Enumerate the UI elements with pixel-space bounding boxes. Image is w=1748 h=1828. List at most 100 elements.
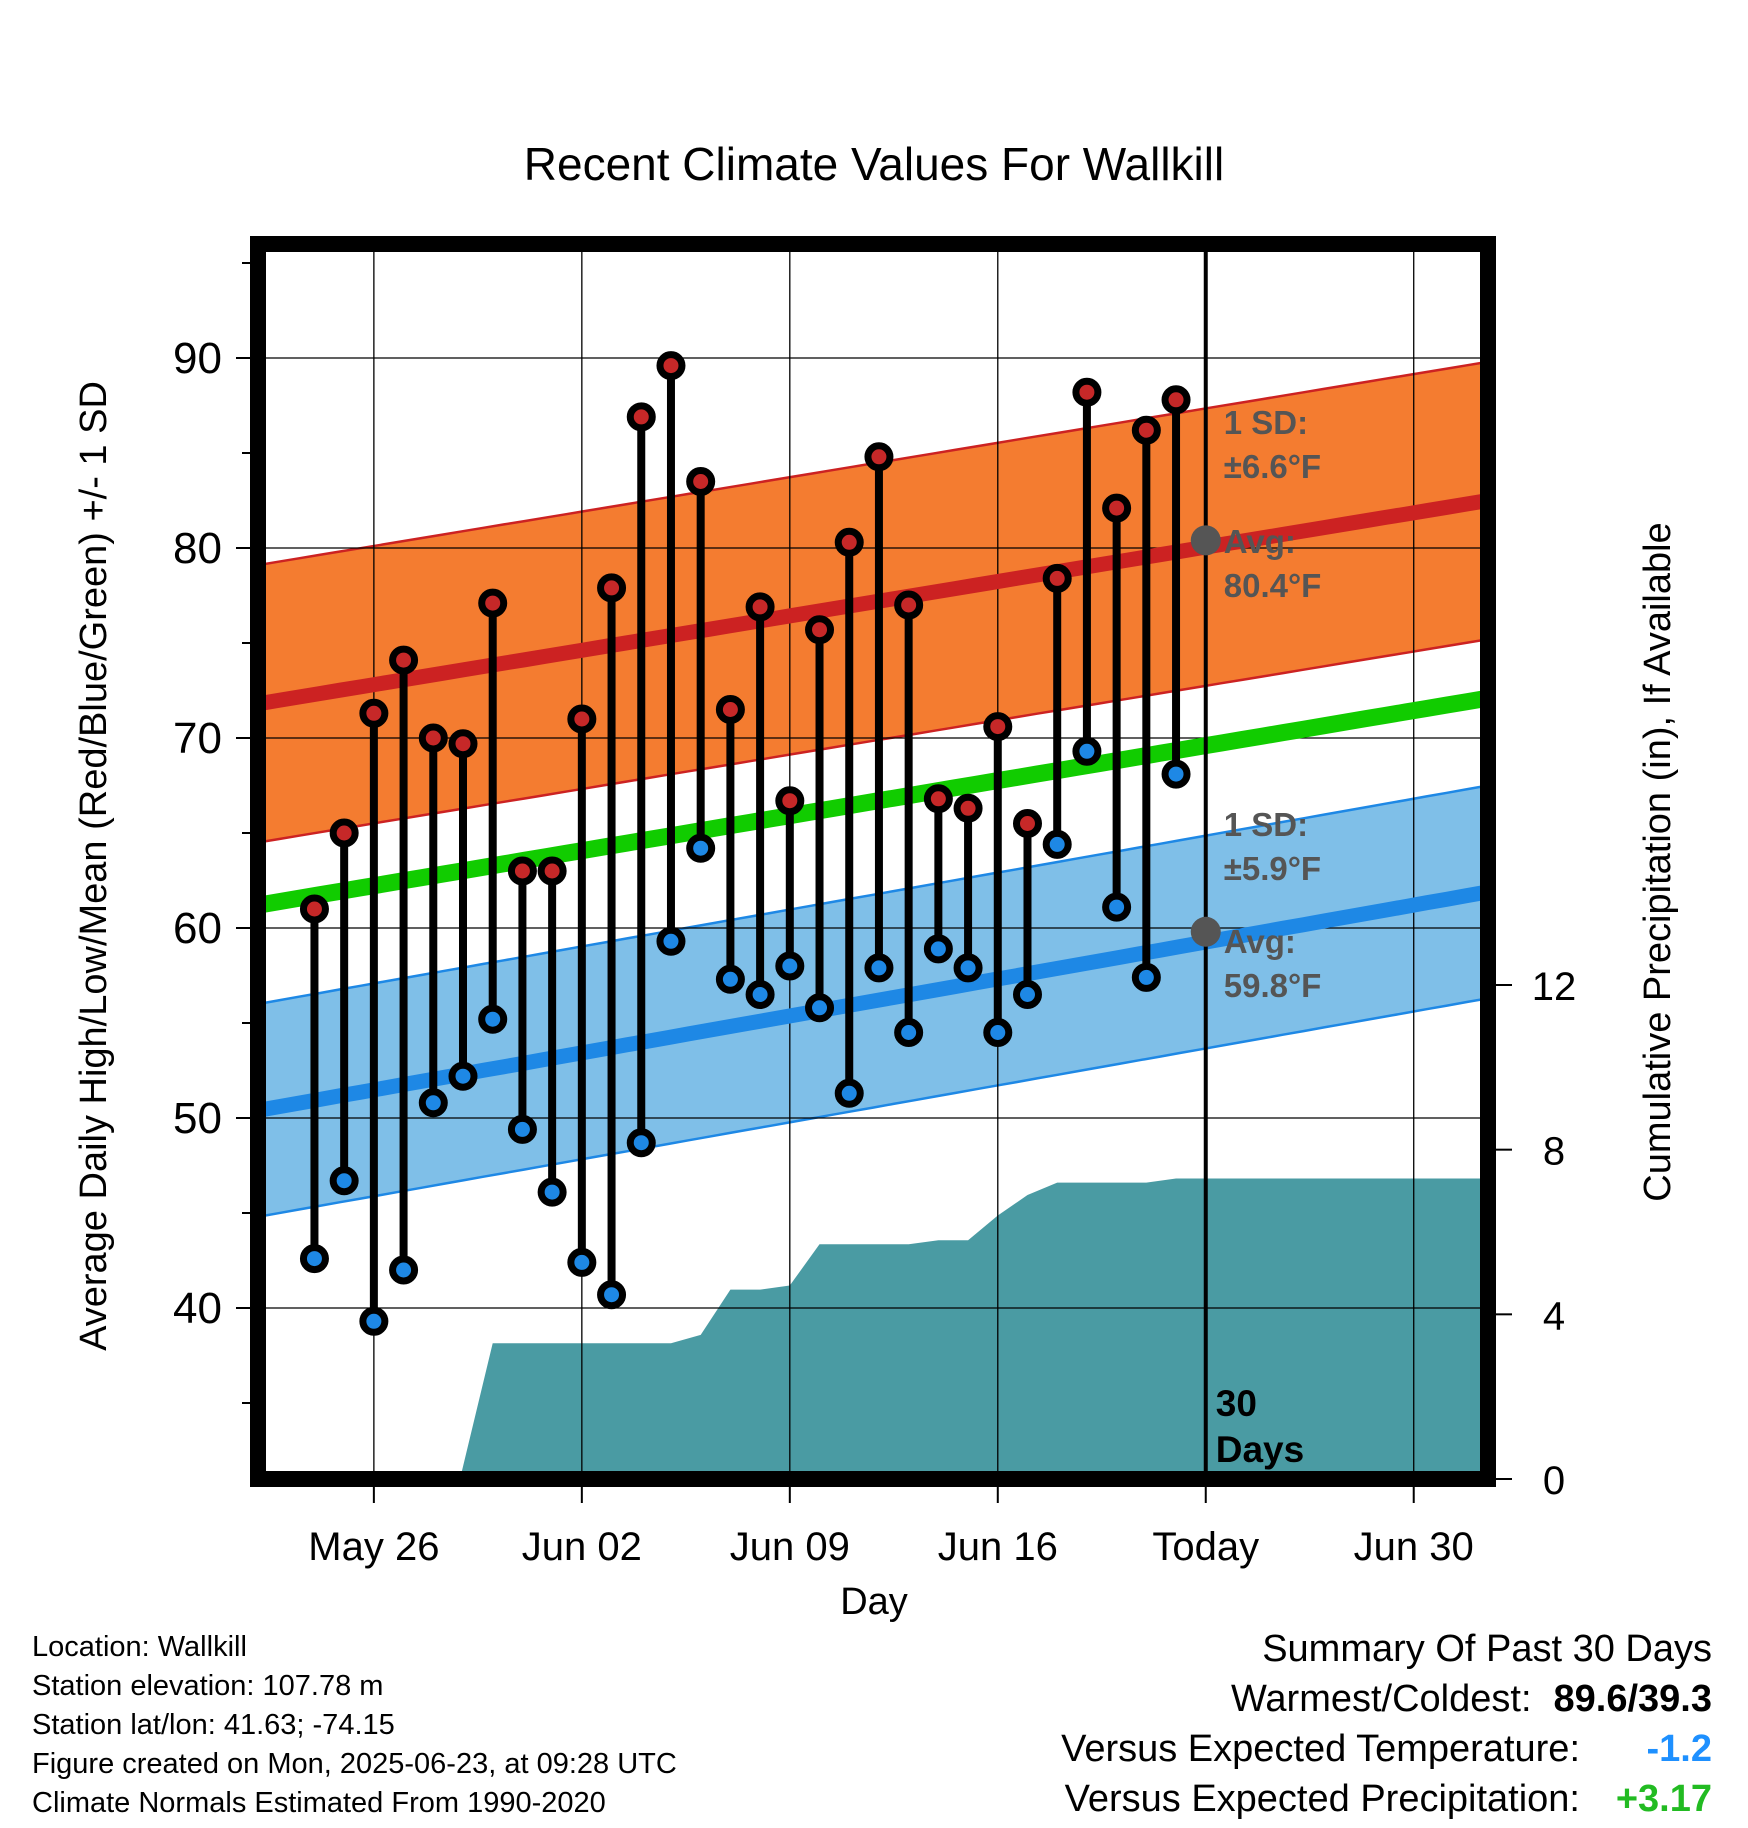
y-tick-label-left: 80 bbox=[173, 524, 222, 573]
y-tick-label-left: 50 bbox=[173, 1094, 222, 1143]
high-point bbox=[1161, 385, 1191, 415]
summary-warm-cold-row: Warmest/Coldest: 89.6/39.3 bbox=[1061, 1674, 1712, 1724]
high-point bbox=[448, 729, 478, 759]
y-tick-label-left: 90 bbox=[173, 334, 222, 383]
station-info: Location: Wallkill Station elevation: 10… bbox=[32, 1628, 677, 1823]
x-tick-label: Jun 30 bbox=[1354, 1525, 1474, 1569]
high-point bbox=[359, 698, 389, 728]
high-point bbox=[329, 818, 359, 848]
high-point bbox=[418, 723, 448, 753]
high-point bbox=[864, 442, 894, 472]
x-tick-label: Today bbox=[1152, 1525, 1259, 1569]
elevation-text: Station elevation: 107.78 m bbox=[32, 1670, 384, 1702]
low-point bbox=[745, 980, 775, 1009]
summary-heading: Summary Of Past 30 Days bbox=[1262, 1628, 1712, 1670]
y-tick-label-right: 12 bbox=[1532, 965, 1577, 1009]
high-point bbox=[478, 588, 508, 618]
low-point bbox=[1161, 759, 1191, 789]
precipitation-area bbox=[460, 1178, 1488, 1479]
created-text: Figure created on Mon, 2025-06-23, at 09… bbox=[32, 1748, 677, 1780]
low-point bbox=[478, 1004, 508, 1034]
temp-anomaly-value: -1.2 bbox=[1646, 1728, 1712, 1770]
x-axis-label: Day bbox=[840, 1581, 908, 1623]
low-point bbox=[1131, 962, 1161, 992]
y-tick-label-left: 40 bbox=[173, 1284, 222, 1333]
low-point bbox=[894, 1018, 924, 1047]
high-avg-marker bbox=[1190, 525, 1221, 556]
y-tick-label-right: 0 bbox=[1543, 1459, 1565, 1503]
summary-panel: Summary Of Past 30 Days Warmest/Coldest:… bbox=[1061, 1624, 1712, 1824]
summary-temp-row: Versus Expected Temperature: -1.2 bbox=[1061, 1724, 1712, 1774]
precip-anomaly-label: Versus Expected Precipitation: bbox=[1064, 1778, 1580, 1820]
low-point bbox=[299, 1244, 329, 1274]
plot-frame bbox=[250, 236, 1496, 1487]
low-point bbox=[953, 953, 983, 983]
high-point bbox=[715, 695, 745, 724]
days-window-label: Days bbox=[1216, 1429, 1304, 1470]
high-point bbox=[1131, 415, 1161, 445]
location-text: Location: Wallkill bbox=[32, 1631, 247, 1663]
low-point bbox=[626, 1128, 656, 1158]
precip-anomaly-value: +3.17 bbox=[1615, 1778, 1712, 1820]
low-point bbox=[537, 1177, 567, 1207]
chart-title: Recent Climate Values For Wallkill bbox=[524, 138, 1224, 190]
climate-chart: Recent Climate Values For Wallkill 1 SD:… bbox=[73, 138, 1679, 1623]
plot-area: 1 SD: ±6.6°F Avg: 80.4°F 1 SD: ±5.9°F Avg: 59.8… bbox=[258, 244, 1488, 1479]
high-point bbox=[597, 573, 627, 603]
axes: 40 50 60 70 80 90 0 4 8 12 May 26 Jun 02 Jun 09 Jun 1… bbox=[173, 236, 1577, 1569]
temp-anomaly-label: Versus Expected Temperature: bbox=[1061, 1728, 1580, 1770]
high-point bbox=[953, 793, 983, 823]
y-tick-label-left: 70 bbox=[173, 714, 222, 763]
high-point bbox=[1072, 377, 1102, 407]
low-point bbox=[507, 1114, 537, 1144]
low-point bbox=[1102, 892, 1132, 922]
x-tick-label: Jun 16 bbox=[938, 1525, 1058, 1569]
high-point bbox=[745, 592, 775, 622]
high-point bbox=[1012, 809, 1042, 838]
low-point bbox=[983, 1018, 1013, 1047]
high-avg-value: 80.4°F bbox=[1224, 567, 1322, 604]
y-tick-label-right: 8 bbox=[1543, 1130, 1565, 1174]
low-point bbox=[418, 1088, 448, 1118]
low-point bbox=[775, 951, 805, 981]
high-normal-line bbox=[258, 493, 1488, 712]
high-point bbox=[805, 615, 835, 645]
normals-period-text: Climate Normals Estimated From 1990-2020 bbox=[32, 1787, 606, 1819]
y-axis-label-right: Cumulative Precipitation (in), If Availa… bbox=[1637, 522, 1679, 1201]
low-point bbox=[567, 1247, 597, 1277]
x-tick-label: Jun 09 bbox=[730, 1525, 850, 1569]
high-point bbox=[1042, 563, 1072, 593]
summary-precip-row: Versus Expected Precipitation: +3.17 bbox=[1061, 1774, 1712, 1824]
low-avg-label: Avg: bbox=[1224, 923, 1296, 960]
low-point bbox=[656, 926, 686, 956]
high-avg-label: Avg: bbox=[1224, 523, 1296, 560]
high-point bbox=[775, 786, 805, 816]
x-tick-label: May 26 bbox=[308, 1525, 439, 1569]
high-sd-label: 1 SD: bbox=[1224, 404, 1308, 441]
high-point bbox=[983, 712, 1013, 742]
low-avg-value: 59.8°F bbox=[1224, 967, 1322, 1004]
low-point bbox=[329, 1166, 359, 1196]
low-point bbox=[923, 934, 953, 964]
low-point bbox=[359, 1306, 389, 1336]
high-point bbox=[686, 467, 716, 496]
low-point bbox=[686, 833, 716, 863]
low-sd-label: 1 SD: bbox=[1224, 806, 1308, 843]
warm-cold-value: 89.6/39.3 bbox=[1553, 1678, 1712, 1720]
high-point bbox=[1102, 493, 1132, 523]
low-point bbox=[864, 953, 894, 983]
high-point bbox=[894, 590, 924, 620]
high-point bbox=[537, 856, 567, 886]
y-tick-label-left: 60 bbox=[173, 904, 222, 953]
low-point bbox=[1012, 980, 1042, 1009]
low-avg-marker bbox=[1190, 916, 1221, 947]
x-tick-label: Jun 02 bbox=[522, 1525, 642, 1569]
plot-content: 1 SD: ±6.6°F Avg: 80.4°F 1 SD: ±5.9°F Avg: 59.8… bbox=[258, 244, 1488, 1479]
high-point bbox=[626, 402, 656, 432]
low-point bbox=[834, 1078, 864, 1108]
high-point bbox=[507, 856, 537, 886]
y-axis-label-left: Average Daily High/Low/Mean (Red/Blue/Gr… bbox=[73, 381, 115, 1351]
high-point bbox=[567, 704, 597, 734]
high-point bbox=[389, 645, 419, 675]
days-window-label: 30 bbox=[1216, 1383, 1257, 1424]
